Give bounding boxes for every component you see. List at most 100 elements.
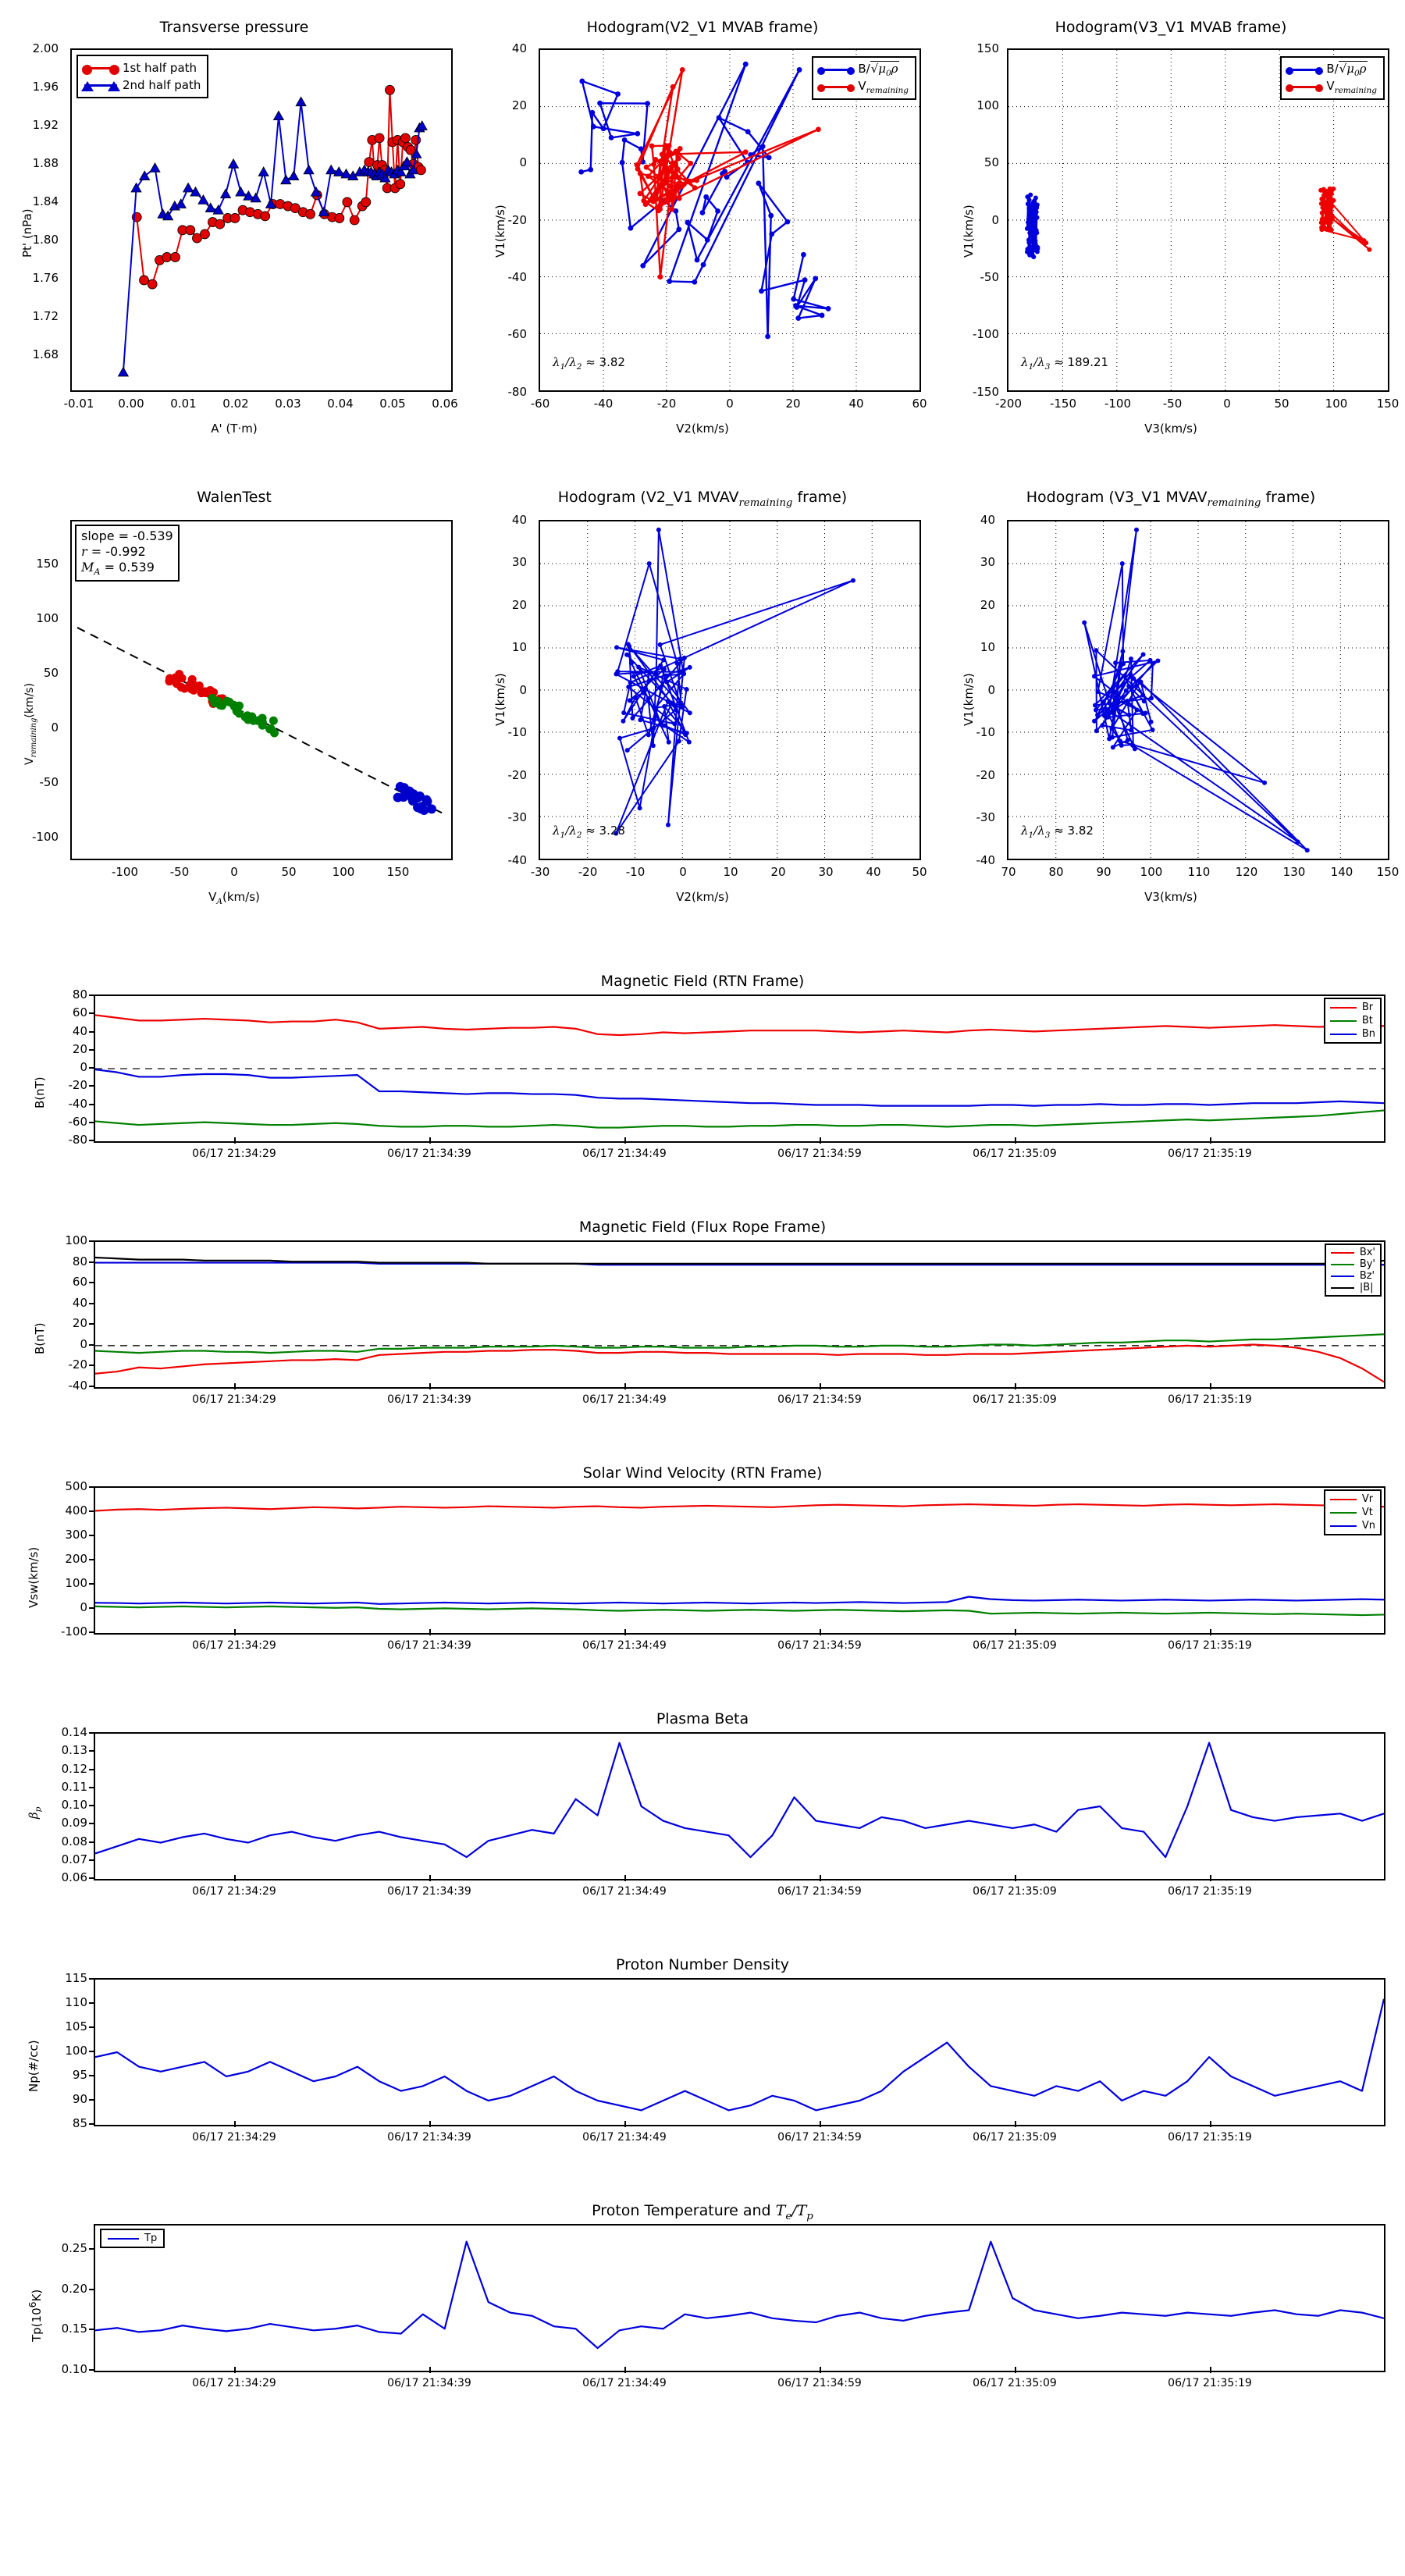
legend-row: Vremaining xyxy=(1286,78,1377,95)
x-tick-mark xyxy=(1210,2367,1211,2373)
marker-circle-icon xyxy=(817,84,826,92)
series-canvas xyxy=(1008,50,1388,390)
y-tick: 105 xyxy=(65,2019,87,2033)
marker-circle-icon xyxy=(1315,84,1324,92)
panel-hodogram-v3v1-mvavrem: Hodogram (V3_V1 MVAVremaining frame) V1(… xyxy=(937,468,1405,921)
x-tick-time: 06/17 21:34:59 xyxy=(777,2131,862,2144)
y-tick: -150 xyxy=(972,385,999,399)
y-tick-mark xyxy=(89,2026,94,2028)
legend-line-br xyxy=(1329,1006,1357,1009)
x-tick-time: 06/17 21:34:49 xyxy=(582,1885,667,1898)
y-tick-mark xyxy=(89,1841,94,1843)
y-tick: 50 xyxy=(43,666,59,680)
plot-area xyxy=(94,1486,1385,1635)
y-tick: -60 xyxy=(68,1114,88,1129)
legend-label: Vn xyxy=(1361,1520,1375,1532)
legend-row: Bx' xyxy=(1330,1247,1375,1258)
walen-r: r = -0.992 xyxy=(81,544,146,559)
y-tick: 20 xyxy=(511,98,527,112)
y-tick: 80 xyxy=(72,1254,87,1268)
x-tick-mark xyxy=(624,1383,626,1389)
series-canvas xyxy=(95,1256,1384,1383)
legend-label: Br xyxy=(1361,1002,1374,1013)
y-tick-mark xyxy=(89,1768,94,1770)
x-tick: -200 xyxy=(994,397,1023,411)
legend-line-blue xyxy=(1286,66,1324,75)
panel-title: Plasma Beta xyxy=(656,1710,749,1727)
legend-row: 1st half path xyxy=(82,59,201,76)
x-tick-time: 06/17 21:34:39 xyxy=(387,1639,471,1652)
legend-row: Vn xyxy=(1329,1519,1375,1532)
x-tick: 110 xyxy=(1187,865,1211,879)
y-tick: 500 xyxy=(65,1479,87,1493)
legend-line-bt xyxy=(1329,1019,1357,1022)
series-canvas xyxy=(95,1503,1384,1617)
legend-hodogram-1: B/√μ0ρ Vremaining xyxy=(812,56,916,100)
y-tick: -100 xyxy=(31,830,59,844)
y-tick: 1.80 xyxy=(32,233,59,247)
x-tick: 80 xyxy=(1048,865,1064,879)
x-tick-time: 06/17 21:34:49 xyxy=(582,1147,667,1160)
x-tick-time: 06/17 21:35:09 xyxy=(973,1639,1057,1652)
plot-area xyxy=(94,1732,1385,1880)
x-tick-mark xyxy=(820,2121,821,2127)
x-tick: 0.02 xyxy=(222,397,249,411)
x-tick-mark xyxy=(820,1137,821,1144)
y-tick: 0 xyxy=(519,683,527,697)
x-tick-time: 06/17 21:34:59 xyxy=(777,1639,862,1652)
x-tick-time: 06/17 21:34:59 xyxy=(777,1885,862,1898)
y-tick: 0.13 xyxy=(61,1743,87,1758)
walen-stats-box: slope = -0.539 r = -0.992 MA = 0.539 xyxy=(75,525,180,582)
y-tick-mark xyxy=(89,1302,94,1304)
x-tick: -20 xyxy=(656,397,677,411)
eigenvalue-ratio-annotation: λ1/λ3 ≈ 3.82 xyxy=(1021,824,1094,840)
legend-line-bn xyxy=(1329,1033,1357,1035)
x-tick-mark xyxy=(429,1137,431,1144)
grid-lines xyxy=(540,521,919,859)
legend-row: B/√μ0ρ xyxy=(1286,60,1377,78)
legend-line-bz xyxy=(1330,1275,1354,1277)
y-tick: 85 xyxy=(72,2116,87,2130)
x-tick-time: 06/17 21:35:19 xyxy=(1168,2377,1252,2389)
series-canvas xyxy=(540,50,919,390)
x-tick-mark xyxy=(1015,1629,1016,1635)
x-tick: 0.03 xyxy=(275,397,301,411)
y-tick: 0.25 xyxy=(61,2241,87,2255)
legend-line-red xyxy=(817,84,855,92)
x-tick-time: 06/17 21:34:49 xyxy=(582,1393,667,1406)
plot-area xyxy=(94,1978,1385,2126)
plot-area xyxy=(70,520,453,860)
legend-line-red xyxy=(82,64,119,75)
y-tick: -40 xyxy=(976,853,996,867)
legend-solar-wind: Vr Vt Vn xyxy=(1323,1489,1382,1535)
legend-line-bmag xyxy=(1330,1286,1354,1289)
panel-magnetic-field-rtn: Magnetic Field (RTN Frame) B(nT) Br Bt B… xyxy=(0,968,1405,1194)
y-tick-mark xyxy=(89,1732,94,1734)
y-tick: -50 xyxy=(39,775,59,789)
x-tick: 120 xyxy=(1235,865,1258,879)
panel-title: Magnetic Field (RTN Frame) xyxy=(600,973,805,990)
y-tick-mark xyxy=(89,2123,94,2125)
x-tick-mark xyxy=(624,1137,626,1144)
marker-circle-icon xyxy=(847,66,855,75)
x-tick: 90 xyxy=(1096,865,1112,879)
marker-circle-icon xyxy=(1286,84,1294,92)
y-tick: 0.14 xyxy=(61,1725,87,1739)
y-tick: 115 xyxy=(65,1971,87,1985)
y-tick-mark xyxy=(89,1085,94,1087)
eigenvalue-ratio-annotation: λ1/λ3 ≈ 189.21 xyxy=(1021,355,1109,372)
x-tick: 40 xyxy=(848,397,864,411)
x-tick-mark xyxy=(234,2367,236,2373)
x-tick: -100 xyxy=(111,865,139,879)
y-tick: 20 xyxy=(511,598,527,612)
x-tick-time: 06/17 21:34:29 xyxy=(192,2131,276,2144)
x-tick-mark xyxy=(234,2121,236,2127)
legend-label-v-remaining: Vremaining xyxy=(1326,78,1377,95)
y-tick: -20 xyxy=(507,768,528,782)
x-tick: 0 xyxy=(679,865,687,879)
y-tick-mark xyxy=(89,2075,94,2076)
x-tick: 150 xyxy=(386,865,410,879)
x-tick: 150 xyxy=(1376,397,1400,411)
y-tick-mark xyxy=(89,1786,94,1788)
